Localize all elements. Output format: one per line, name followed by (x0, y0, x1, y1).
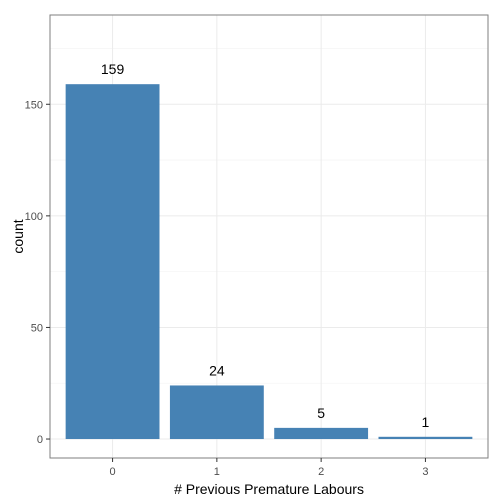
x-tick-label: 3 (422, 466, 428, 478)
x-axis-title: # Previous Premature Labours (174, 481, 364, 497)
data-label-0: 159 (101, 61, 125, 77)
x-tick-label: 0 (110, 466, 116, 478)
y-tick-label: 0 (37, 434, 43, 446)
y-tick-label: 50 (31, 322, 43, 334)
data-labels: 159 24 5 1 (101, 61, 430, 430)
x-axis: 0 1 2 3 (110, 458, 428, 478)
x-tick-label: 1 (214, 466, 220, 478)
data-label-1: 24 (209, 362, 225, 378)
data-label-2: 5 (317, 405, 325, 421)
y-tick-label: 150 (25, 99, 43, 111)
x-tick-label: 2 (318, 466, 324, 478)
y-tick-label: 100 (25, 211, 43, 223)
bar-0 (65, 84, 160, 440)
bar-1 (169, 385, 264, 440)
y-axis-title: count (10, 219, 26, 253)
bars (65, 84, 473, 440)
bar-3 (378, 436, 473, 440)
plot-panel-border (49, 14, 489, 459)
bar-2 (274, 427, 369, 440)
data-label-3: 1 (422, 414, 430, 430)
y-axis: 0 50 100 150 (25, 99, 50, 446)
